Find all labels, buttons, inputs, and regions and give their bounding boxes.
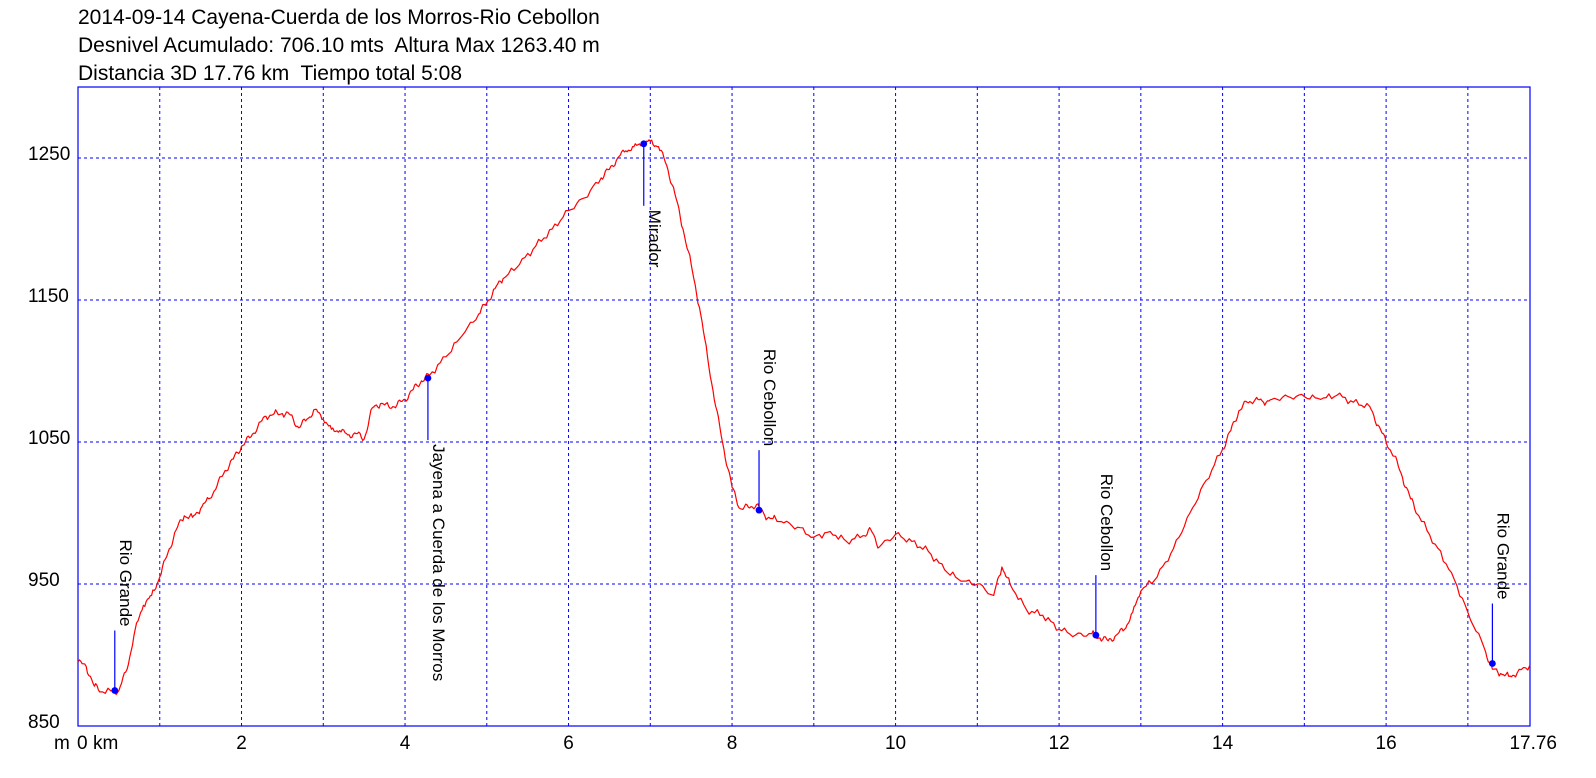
waypoint-marker: Rio Cebollon bbox=[755, 349, 779, 514]
x-tick-label: 6 bbox=[563, 733, 574, 754]
y-tick-label: 850 bbox=[28, 712, 60, 733]
elevation-line bbox=[77, 139, 1531, 696]
x-tick-label: 17.76 bbox=[1509, 733, 1557, 754]
waypoint-dot bbox=[755, 506, 763, 514]
x-tick-label: 2 bbox=[236, 733, 247, 754]
header-line-title: 2014-09-14 Cayena-Cuerda de los Morros-R… bbox=[78, 6, 600, 29]
waypoint-marker: Rio Cebollon bbox=[1092, 474, 1116, 639]
y-tick-label: 950 bbox=[28, 570, 60, 591]
waypoint-marker: Rio Grande bbox=[1488, 513, 1512, 667]
x-unit-label: km bbox=[93, 733, 118, 754]
waypoint-label: Rio Cebollon bbox=[1097, 474, 1116, 571]
x-tick-label: 10 bbox=[885, 733, 906, 754]
x-tick-label: 12 bbox=[1049, 733, 1070, 754]
waypoint-dot bbox=[640, 140, 648, 148]
waypoint-label: Jayena a Cuerda de los Morros bbox=[429, 444, 448, 681]
waypoint-label: Rio Cebollon bbox=[760, 349, 779, 446]
waypoint-label: Rio Grande bbox=[1493, 513, 1512, 600]
y-tick-label: 1050 bbox=[28, 428, 70, 449]
axis-labels: 850 950 1050 1150 1250 m 0 2 4 6 8 10 12 14 16 17.76 km bbox=[28, 144, 1557, 754]
waypoint-marker: Mirador bbox=[640, 140, 664, 268]
y-tick-label: 1150 bbox=[28, 286, 69, 307]
y-unit-label: m bbox=[54, 733, 70, 754]
waypoint-label: Rio Grande bbox=[116, 540, 135, 627]
y-tick-label: 1250 bbox=[28, 144, 70, 165]
waypoint-layer: Rio Grande Jayena a Cuerda de los Morros M… bbox=[111, 140, 1512, 694]
waypoint-marker: Rio Grande bbox=[111, 540, 135, 694]
x-tick-label: 16 bbox=[1376, 733, 1397, 754]
waypoint-label: Mirador bbox=[645, 210, 664, 268]
grid-layer bbox=[78, 87, 1530, 726]
waypoint-dot bbox=[111, 687, 119, 694]
waypoint-dot bbox=[424, 374, 432, 382]
waypoint-dot bbox=[1092, 631, 1100, 639]
x-tick-label: 8 bbox=[727, 733, 738, 754]
x-tick-label: 0 bbox=[77, 733, 88, 754]
waypoint-dot bbox=[1488, 660, 1496, 667]
header-line-distance: Distancia 3D 17.76 km Tiempo total 5:08 bbox=[78, 62, 463, 85]
waypoint-marker: Jayena a Cuerda de los Morros bbox=[424, 374, 448, 681]
chart-header: 2014-09-14 Cayena-Cuerda de los Morros-R… bbox=[78, 4, 600, 88]
plot-frame bbox=[77, 86, 1531, 727]
header-line-ascent: Desnivel Acumulado: 706.10 mts Altura Ma… bbox=[78, 34, 600, 57]
x-tick-label: 4 bbox=[400, 733, 411, 754]
x-tick-label: 14 bbox=[1212, 733, 1234, 754]
